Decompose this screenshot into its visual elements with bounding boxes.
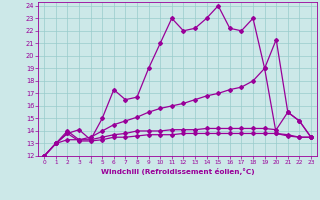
X-axis label: Windchill (Refroidissement éolien,°C): Windchill (Refroidissement éolien,°C)	[101, 168, 254, 175]
